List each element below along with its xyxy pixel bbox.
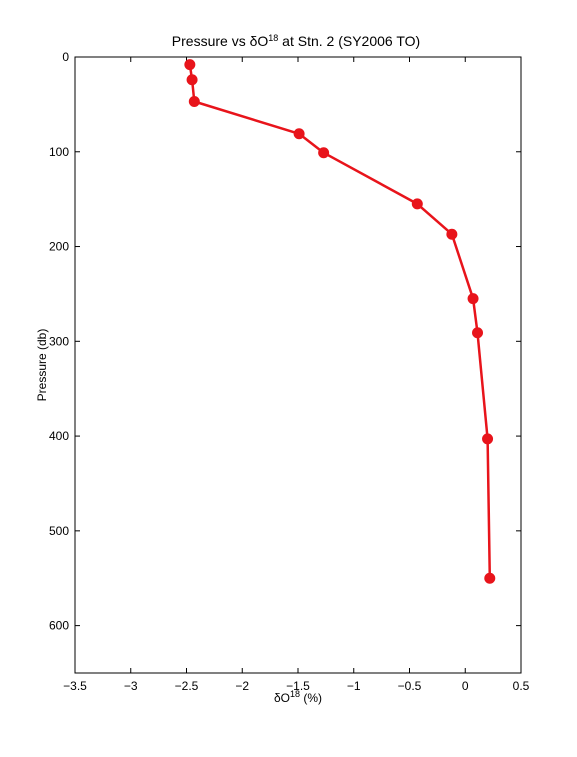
x-tick-label: −3.5 (63, 679, 87, 693)
data-point (293, 128, 305, 140)
data-point (484, 572, 496, 584)
data-point (188, 96, 200, 108)
x-tick-label: −1 (347, 679, 361, 693)
y-tick-label: 200 (49, 240, 69, 254)
data-point (446, 228, 458, 240)
data-layer (184, 59, 496, 584)
data-point (411, 198, 423, 210)
y-tick-label: 300 (49, 334, 69, 348)
y-tick-label: 0 (62, 50, 69, 64)
data-point (318, 147, 330, 159)
x-axis-label: δO18 (%) (274, 689, 322, 705)
x-tick-label: −0.5 (398, 679, 422, 693)
y-tick-label: 600 (49, 619, 69, 633)
data-point (186, 74, 198, 86)
x-axis-label-superscript: 18 (290, 689, 300, 699)
x-tick-label: −2.5 (175, 679, 199, 693)
y-tick-label: 100 (49, 145, 69, 159)
data-point (472, 327, 484, 339)
ticks: −3.5 −3 −2.5 −2 −1.5 −1 −0.5 0 0.5 0 100 200 300 400 5… (49, 50, 530, 693)
x-tick-label: −1.5 (286, 679, 310, 693)
chart-title-superscript: 18 (268, 33, 278, 43)
data-point (482, 433, 494, 445)
y-tick-label: 400 (49, 429, 69, 443)
series-line (188, 64, 492, 579)
x-tick-label: 0.5 (513, 679, 530, 693)
data-point (184, 59, 196, 71)
y-axis-label: Pressure (db) (35, 329, 49, 402)
plot-area (74, 56, 522, 674)
x-tick-label: −3 (124, 679, 138, 693)
x-tick-label: −2 (235, 679, 249, 693)
chart-title: Pressure vs δO18 at Stn. 2 (SY2006 TO) (172, 33, 420, 49)
y-tick-label: 500 (49, 524, 69, 538)
x-tick-label: 0 (462, 679, 469, 693)
data-point (467, 293, 479, 305)
